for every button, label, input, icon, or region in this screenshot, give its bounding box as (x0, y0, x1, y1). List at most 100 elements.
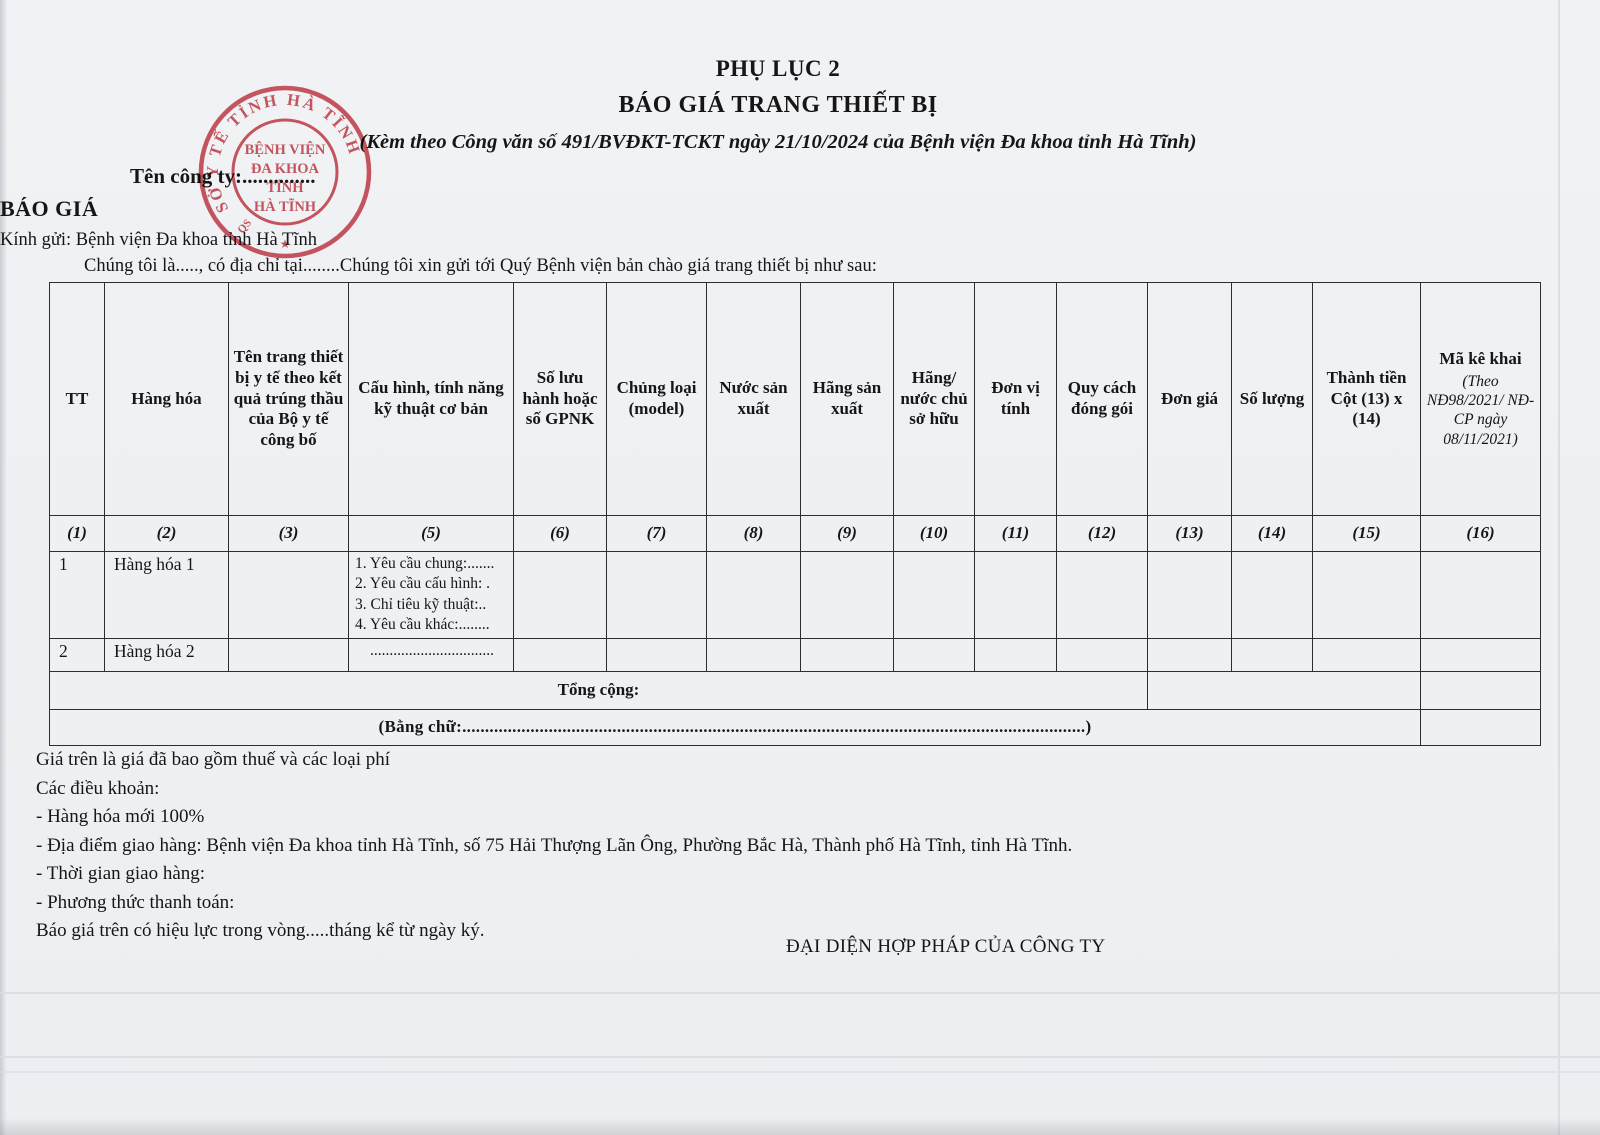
document-subtitle: (Kèm theo Công văn số 491/BVĐKT-TCKT ngà… (359, 131, 1197, 153)
column-header: Hàng hóa (104, 282, 229, 516)
column-number: (15) (1312, 515, 1421, 552)
cell-specs: ................................ (348, 637, 514, 672)
column-number: (6) (513, 515, 607, 552)
amount-in-words-last-cell (1420, 708, 1541, 746)
notes-block: Giá trên là giá đã bao gồm thuế và các l… (36, 746, 1072, 946)
column-header: Tên trang thiết bị y tế theo kết quả trú… (228, 282, 349, 516)
cell-item-name: Hàng hóa 2 (104, 637, 229, 672)
cell-empty (1231, 637, 1313, 672)
total-amount-cell (1147, 670, 1421, 710)
stamp-center-line: ĐA KHOA (251, 161, 320, 177)
spec-line: ................................ (370, 641, 494, 659)
column-number: (2) (104, 515, 229, 552)
document-title: BÁO GIÁ TRANG THIẾT BỊ (618, 92, 938, 118)
column-header-subnote: (Theo NĐ98/2021/ NĐ-CP ngày 08/11/2021) (1426, 372, 1535, 448)
scan-fold-line (0, 992, 1600, 994)
column-number: (1) (49, 515, 105, 552)
amount-in-words: (Bằng chữ:..............................… (49, 708, 1421, 746)
column-number: (13) (1147, 515, 1232, 552)
column-number: (14) (1231, 515, 1313, 552)
stamp-outer-ring (198, 85, 372, 259)
cell-specs: 1. Yêu cầu chung:....... 2. Yêu cầu cấu h… (348, 551, 514, 639)
column-header: Thành tiền Cột (13) x (14) (1312, 282, 1421, 516)
cell-empty (800, 637, 894, 672)
column-number: (5) (348, 515, 514, 552)
stamp-star-icon: ★ (280, 237, 291, 251)
note-line: - Hàng hóa mới 100% (36, 806, 205, 827)
quote-intro-line: Chúng tôi là....., có địa chỉ tại.......… (84, 256, 877, 276)
note-line: Báo giá trên có hiệu lực trong vòng.....… (36, 920, 485, 941)
spec-line: 1. Yêu cầu chung:....... (355, 555, 495, 572)
column-number: (3) (228, 515, 349, 552)
column-header: Cấu hình, tính năng kỹ thuật cơ bản (348, 282, 514, 516)
red-circular-stamp: SỞ Y TẾ TỈNH HÀ TĨNH QS ★ BỆNH VIỆN ĐA K… (198, 85, 372, 259)
column-header: Số lượng (1231, 282, 1313, 516)
cell-empty (893, 637, 975, 672)
note-line: - Địa điểm giao hàng: Bệnh viện Đa khoa … (36, 834, 1073, 856)
total-label: Tổng cộng: (49, 670, 1148, 710)
spec-line: 4. Yêu cầu khác:........ (355, 616, 490, 634)
quotation-table: TT Hàng hóa Tên trang thiết bị y tế theo k… (49, 282, 1541, 746)
cell-empty (606, 637, 707, 672)
cell-empty (513, 551, 607, 639)
scan-fold-line (0, 1071, 1600, 1073)
note-line: Giá trên là giá đã bao gồm thuế và các l… (36, 749, 391, 770)
scan-paper-edge (1558, 0, 1560, 1135)
cell-empty (974, 637, 1057, 672)
column-header: Quy cách đóng gói (1056, 282, 1148, 516)
cell-empty (606, 551, 707, 639)
cell-empty (1420, 637, 1541, 672)
column-header: Số lưu hành hoặc số GPNK (513, 282, 607, 516)
cell-empty (893, 551, 975, 639)
column-header: Nước sản xuất (706, 282, 801, 516)
scan-fold-line (0, 1056, 1600, 1058)
legal-representative-signature-label: ĐẠI DIỆN HỢP PHÁP CỦA CÔNG TY (786, 936, 1106, 957)
quote-recipient-line: Kính gửi: Bệnh viện Đa khoa tỉnh Hà Tĩnh (0, 230, 317, 250)
cell-empty (1147, 637, 1232, 672)
column-number: (7) (606, 515, 707, 552)
scan-bottom-shadow (0, 1118, 1600, 1135)
cell-empty (1147, 551, 1232, 639)
cell-empty (800, 551, 894, 639)
cell-empty (1420, 551, 1541, 639)
stamp-center-line: TỈNH (266, 179, 304, 196)
table-row: 2 Hàng hóa 2.............................… (49, 637, 1541, 672)
spec-line: 2. Yêu cầu cấu hình: . (355, 575, 491, 593)
column-header: Hãng sản xuất (800, 282, 894, 516)
total-code-cell (1420, 670, 1541, 710)
column-number: (10) (893, 515, 975, 552)
stamp-inner-ring (231, 118, 339, 226)
cell-item-name: Hàng hóa 1 (104, 551, 229, 639)
column-number: (9) (800, 515, 894, 552)
stamp-center-line: HÀ TĨNH (254, 197, 317, 215)
column-header: TT (49, 282, 105, 516)
note-line: Các điều khoản: (36, 777, 160, 799)
column-number: (8) (706, 515, 801, 552)
table-body: TT Hàng hóa Tên trang thiết bị y tế theo k… (49, 282, 1541, 746)
company-name-line: Tên công ty:.............. (130, 164, 316, 188)
cell-tt: 2 (49, 637, 105, 672)
cell-empty (1312, 637, 1421, 672)
column-header: Đơn vị tính (974, 282, 1057, 516)
column-number: (11) (974, 515, 1057, 552)
cell-empty (228, 551, 349, 639)
column-number: (12) (1056, 515, 1148, 552)
cell-empty (1312, 551, 1421, 639)
cell-empty (1056, 551, 1148, 639)
note-line: - Phương thức thanh toán: (36, 891, 235, 913)
quote-title: BÁO GIÁ (0, 196, 99, 221)
cell-tt: 1 (49, 551, 105, 639)
appendix-title: PHỤ LỤC 2 (715, 56, 841, 81)
column-number: (16) (1420, 515, 1541, 552)
cell-empty (974, 551, 1057, 639)
document-header: PHỤ LỤC 2 BÁO GIÁ TRANG THIẾT BỊ (Kèm th… (48, 0, 1508, 153)
column-header: Hãng/ nước chủ sở hữu (893, 282, 975, 516)
stamp-center-line: BỆNH VIỆN (245, 141, 326, 158)
table-row: 1 Hàng hóa 1 1. Yêu cầu chung:....... 2. Yê… (49, 551, 1541, 639)
column-header: Mã kê khai (Theo NĐ98/2021/ NĐ-CP ngày 08… (1420, 282, 1541, 516)
cell-empty (513, 637, 607, 672)
cell-empty (1231, 551, 1313, 639)
cell-empty (706, 637, 801, 672)
cell-empty (228, 637, 349, 672)
